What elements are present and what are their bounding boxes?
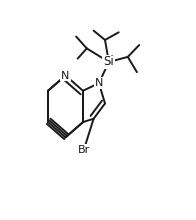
Text: Si: Si (103, 55, 114, 68)
Text: N: N (95, 78, 103, 88)
Text: N: N (95, 78, 103, 88)
Text: N: N (61, 71, 70, 81)
Text: Si: Si (103, 55, 114, 68)
Text: N: N (61, 71, 70, 81)
Text: Br: Br (78, 145, 90, 155)
Text: Br: Br (78, 145, 90, 155)
